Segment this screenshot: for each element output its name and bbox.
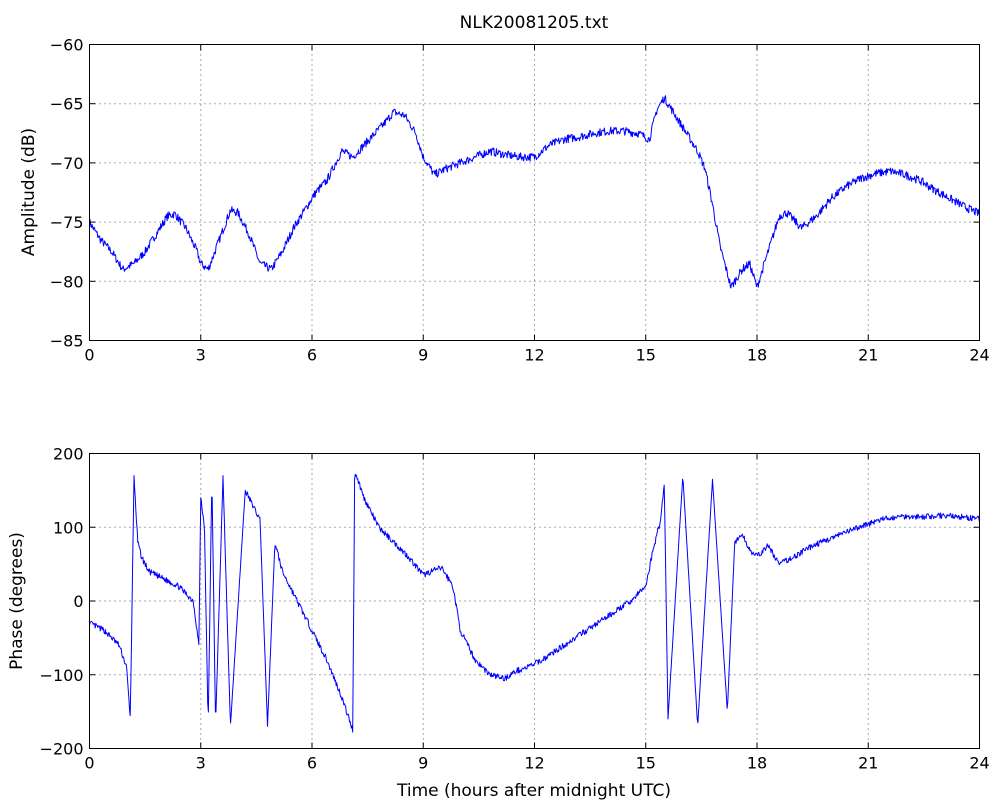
- phase-axes: 0 3 6 9 12 15 18 21 24 200 100 0 −100 −200 Phase (deg…: [7, 445, 990, 802]
- amplitude-y-tick-label: −85: [50, 332, 84, 351]
- amplitude-x-tick-label: 24: [969, 346, 989, 365]
- amplitude-y-tick-label: −80: [50, 272, 84, 291]
- amplitude-y-tick-label: −65: [50, 95, 84, 114]
- phase-x-tick-label: 12: [524, 754, 544, 773]
- amplitude-x-tick-label: 6: [307, 346, 317, 365]
- phase-x-tick-label: 24: [969, 754, 989, 773]
- amplitude-series: [89, 95, 980, 289]
- amplitude-y-tick-label: −75: [50, 213, 84, 232]
- amplitude-grid: [89, 44, 980, 341]
- amplitude-axes: NLK20081205.txt 0 3 6 9 12 15 18 21 24 −60 −65 −70 −…: [19, 13, 990, 365]
- amplitude-y-tick-label: −70: [50, 154, 84, 173]
- phase-series: [89, 473, 980, 733]
- phase-x-tick-label: 18: [747, 754, 767, 773]
- amplitude-y-label: Amplitude (dB): [19, 128, 39, 256]
- phase-x-tick-label: 15: [636, 754, 656, 773]
- phase-y-label: Phase (degrees): [7, 532, 27, 670]
- phase-x-tick-label: 0: [84, 754, 94, 773]
- x-axis-label: Time (hours after midnight UTC): [396, 781, 671, 801]
- amplitude-y-tick-label: −60: [50, 36, 84, 55]
- phase-x-tick-label: 6: [307, 754, 317, 773]
- phase-x-tick-label: 21: [858, 754, 878, 773]
- amplitude-x-tick-label: 18: [747, 346, 767, 365]
- chart-title: NLK20081205.txt: [460, 13, 609, 33]
- amplitude-plot-frame: [89, 44, 980, 341]
- amplitude-x-tick-label: 12: [524, 346, 544, 365]
- amplitude-x-tick-label: 15: [636, 346, 656, 365]
- amplitude-ticks: 0 3 6 9 12 15 18 21 24 −60 −65 −70 −75 −80 −85: [50, 36, 990, 365]
- phase-y-tick-label: 100: [53, 518, 84, 537]
- phase-y-tick-label: 0: [73, 592, 83, 611]
- amplitude-x-tick-label: 3: [196, 346, 206, 365]
- phase-x-tick-label: 9: [418, 754, 428, 773]
- phase-x-tick-label: 3: [196, 754, 206, 773]
- phase-line: [89, 473, 980, 733]
- phase-y-tick-label: 200: [53, 445, 84, 464]
- phase-y-tick-label: −100: [40, 666, 84, 685]
- amplitude-x-tick-label: 9: [418, 346, 428, 365]
- amplitude-x-tick-label: 0: [84, 346, 94, 365]
- phase-grid: [89, 453, 980, 749]
- amplitude-line: [89, 95, 980, 289]
- phase-ticks: 0 3 6 9 12 15 18 21 24 200 100 0 −100 −200: [40, 445, 990, 773]
- amplitude-x-tick-label: 21: [858, 346, 878, 365]
- phase-y-tick-label: −200: [40, 740, 84, 759]
